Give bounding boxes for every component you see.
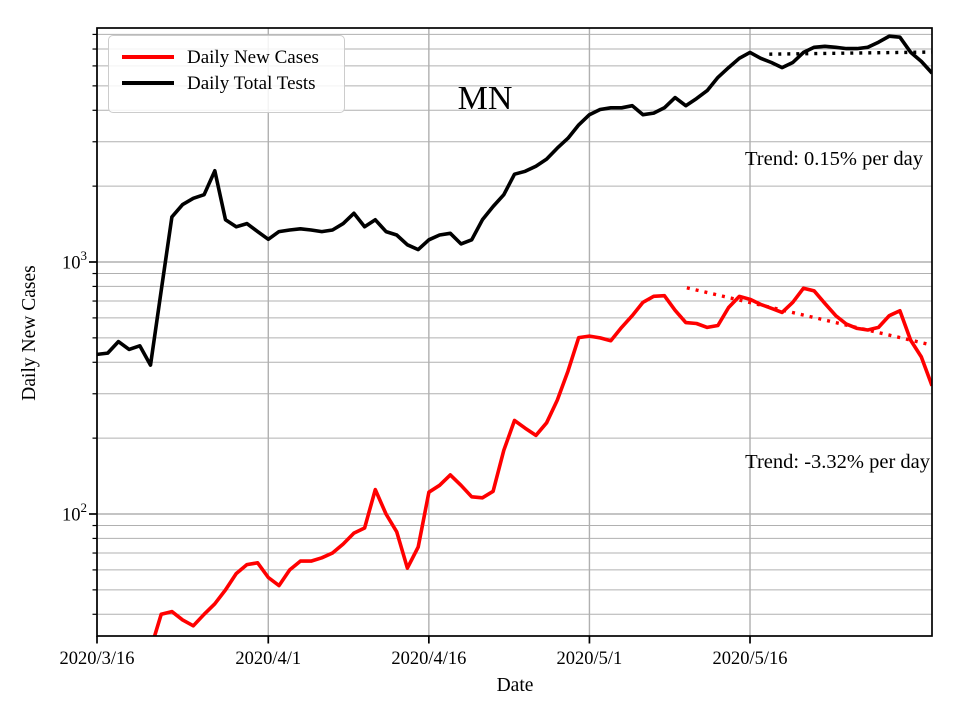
legend-label: Daily New Cases bbox=[187, 46, 319, 68]
legend-item-daily-new-cases: Daily New Cases bbox=[122, 44, 344, 70]
black-line-swatch-icon bbox=[122, 81, 174, 85]
chart-title: MN bbox=[457, 80, 513, 117]
series-line-daily-new-cases bbox=[152, 286, 932, 636]
axis-tick-labels: 2020/3/16 2020/4/1 2020/4/16 2020/5/1 2020/5… bbox=[59, 248, 787, 669]
grid bbox=[96, 28, 932, 636]
trend-line-tests-trend bbox=[769, 50, 932, 56]
trend-line-cases-trend bbox=[686, 286, 932, 347]
plot-frame bbox=[96, 27, 933, 637]
cases-trend-annotation: Trend: -3.32% per day bbox=[745, 451, 930, 473]
y-tick-label: 103 bbox=[62, 248, 87, 274]
red-line-swatch-icon bbox=[122, 55, 174, 59]
series-lines bbox=[97, 34, 932, 636]
x-axis-label: Date bbox=[496, 675, 534, 696]
series-line-daily-total-tests bbox=[97, 34, 932, 367]
legend-item-daily-total-tests: Daily Total Tests bbox=[122, 70, 344, 96]
x-tick-label: 2020/4/1 bbox=[235, 649, 301, 669]
x-tick-label: 2020/5/1 bbox=[557, 649, 623, 669]
x-tick-label: 2020/5/16 bbox=[712, 649, 787, 669]
x-tick-label: 2020/4/16 bbox=[391, 649, 466, 669]
legend-label: Daily Total Tests bbox=[187, 72, 316, 94]
y-axis-label: Daily New Cases bbox=[19, 265, 40, 401]
axis-ticks bbox=[89, 33, 751, 644]
tests-trend-annotation: Trend: 0.15% per day bbox=[744, 148, 923, 170]
legend: Daily New Cases Daily Total Tests bbox=[108, 35, 345, 113]
y-tick-label: 102 bbox=[62, 500, 87, 526]
x-tick-label: 2020/3/16 bbox=[59, 649, 134, 669]
